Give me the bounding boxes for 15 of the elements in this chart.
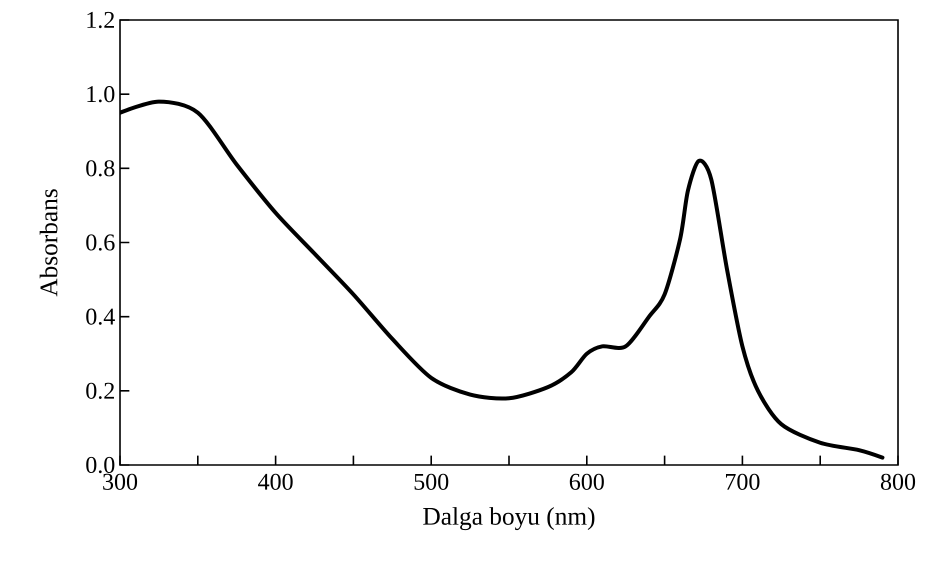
x-tick-label: 600 xyxy=(570,474,604,490)
y-tick-label: 1.0 xyxy=(87,86,114,102)
y-tick-label: 0.2 xyxy=(86,382,114,399)
y-axis-title: Absorbans xyxy=(40,189,58,296)
y-tick-label: 0.4 xyxy=(86,308,115,325)
x-tick-label: 700 xyxy=(726,474,760,490)
y-tick-label: 0.8 xyxy=(86,160,114,176)
x-axis-title: Dalga boyu (nm) xyxy=(423,507,594,530)
x-tick-label: 800 xyxy=(880,474,916,490)
x-tick-label: 500 xyxy=(414,474,448,490)
y-tick-label: 1.2 xyxy=(87,12,114,28)
y-tick-label: 0.0 xyxy=(86,456,114,474)
x-tick-label: 400 xyxy=(258,474,293,490)
y-tick-label: 0.6 xyxy=(86,234,115,251)
x-tick-label: 300 xyxy=(103,474,138,490)
